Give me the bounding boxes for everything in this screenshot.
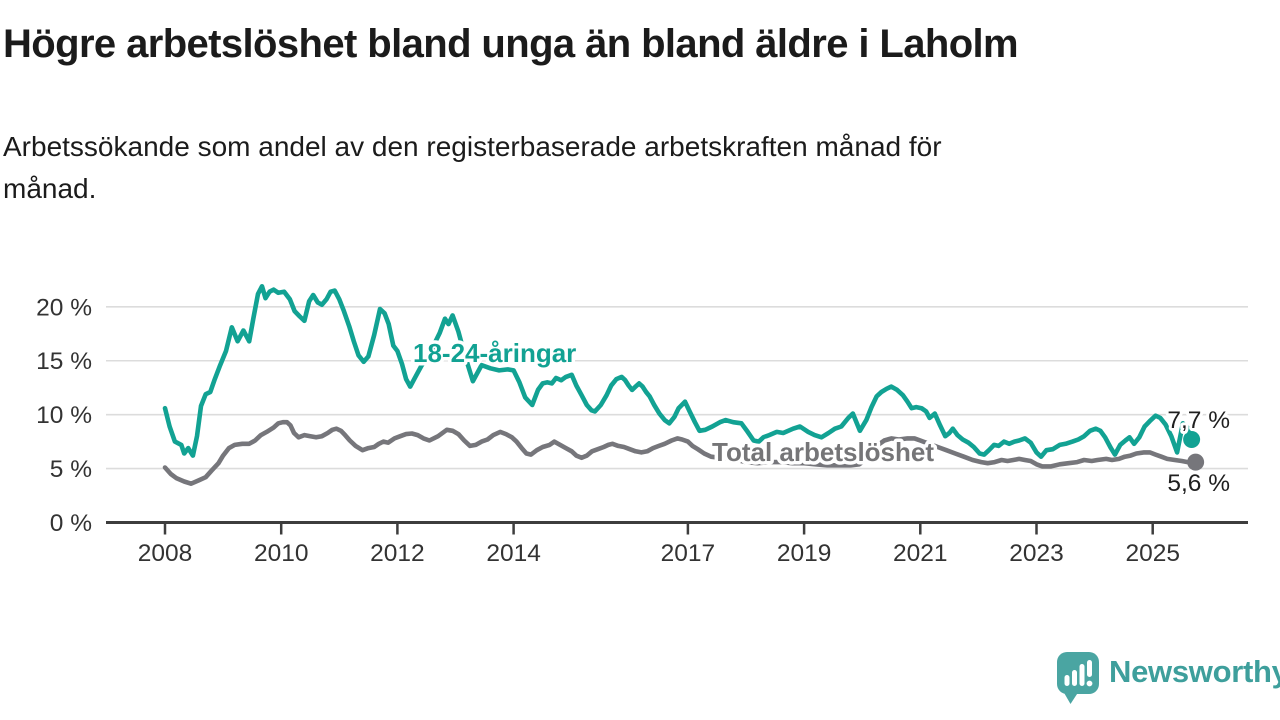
x-axis-tick-label: 2023	[1009, 540, 1064, 567]
y-axis-tick-labels: 0 % 5 % 10 % 15 % 20 %	[36, 294, 92, 537]
y-axis-tick-label: 10 %	[36, 402, 92, 429]
y-axis-tick-label: 15 %	[36, 348, 92, 375]
series-label-youth-18-24: 18-24-åringar	[413, 338, 576, 368]
series-line-youth-18-24	[162, 283, 1194, 460]
y-axis-tick-label: 20 %	[36, 294, 92, 321]
end-value-label-total: 5,6 %	[1167, 470, 1230, 497]
newsworthy-wordmark: Newsworthy	[1109, 654, 1280, 689]
end-dot-total-unemployment	[1187, 453, 1205, 471]
newsworthy-logo: Newsworthy	[1056, 650, 1280, 712]
gridlines	[106, 306, 1248, 470]
y-axis-tick-label: 5 %	[50, 456, 92, 483]
bar-chart-speech-bubble-icon	[1056, 650, 1100, 712]
x-axis-tick-label: 2014	[486, 540, 541, 567]
x-axis-tick-label: 2017	[661, 540, 716, 567]
x-axis-tick-label: 2021	[893, 540, 948, 567]
page-title: Högre arbetslöshet bland unga än bland ä…	[3, 22, 1019, 66]
end-value-label-youth: 7,7 %	[1167, 407, 1230, 434]
series-line-total-unemployment	[162, 419, 1194, 487]
x-axis-tick-label: 2019	[777, 540, 832, 567]
x-axis-tick-label: 2010	[254, 540, 309, 567]
series-label-total-unemployment: Total arbetslöshet	[712, 437, 934, 467]
y-axis-tick-label: 0 %	[50, 510, 92, 537]
x-axis-tick-label: 2025	[1125, 540, 1180, 567]
x-axis-tick-label: 2008	[138, 540, 193, 567]
chart-subtitle: Arbetssökande som andel av den registerb…	[3, 126, 942, 210]
end-dot-youth-18-24	[1183, 430, 1201, 448]
x-axis-tick-labels: 2008 2010 2012 2014 2017 2019 2021 2023 2025	[138, 540, 1180, 567]
x-axis-tick-label: 2012	[370, 540, 425, 567]
chart-subtitle-line2: månad.	[3, 173, 97, 204]
chart-subtitle-line1: Arbetssökande som andel av den registerb…	[3, 131, 942, 162]
x-axis-tick-marks	[163, 524, 1154, 535]
